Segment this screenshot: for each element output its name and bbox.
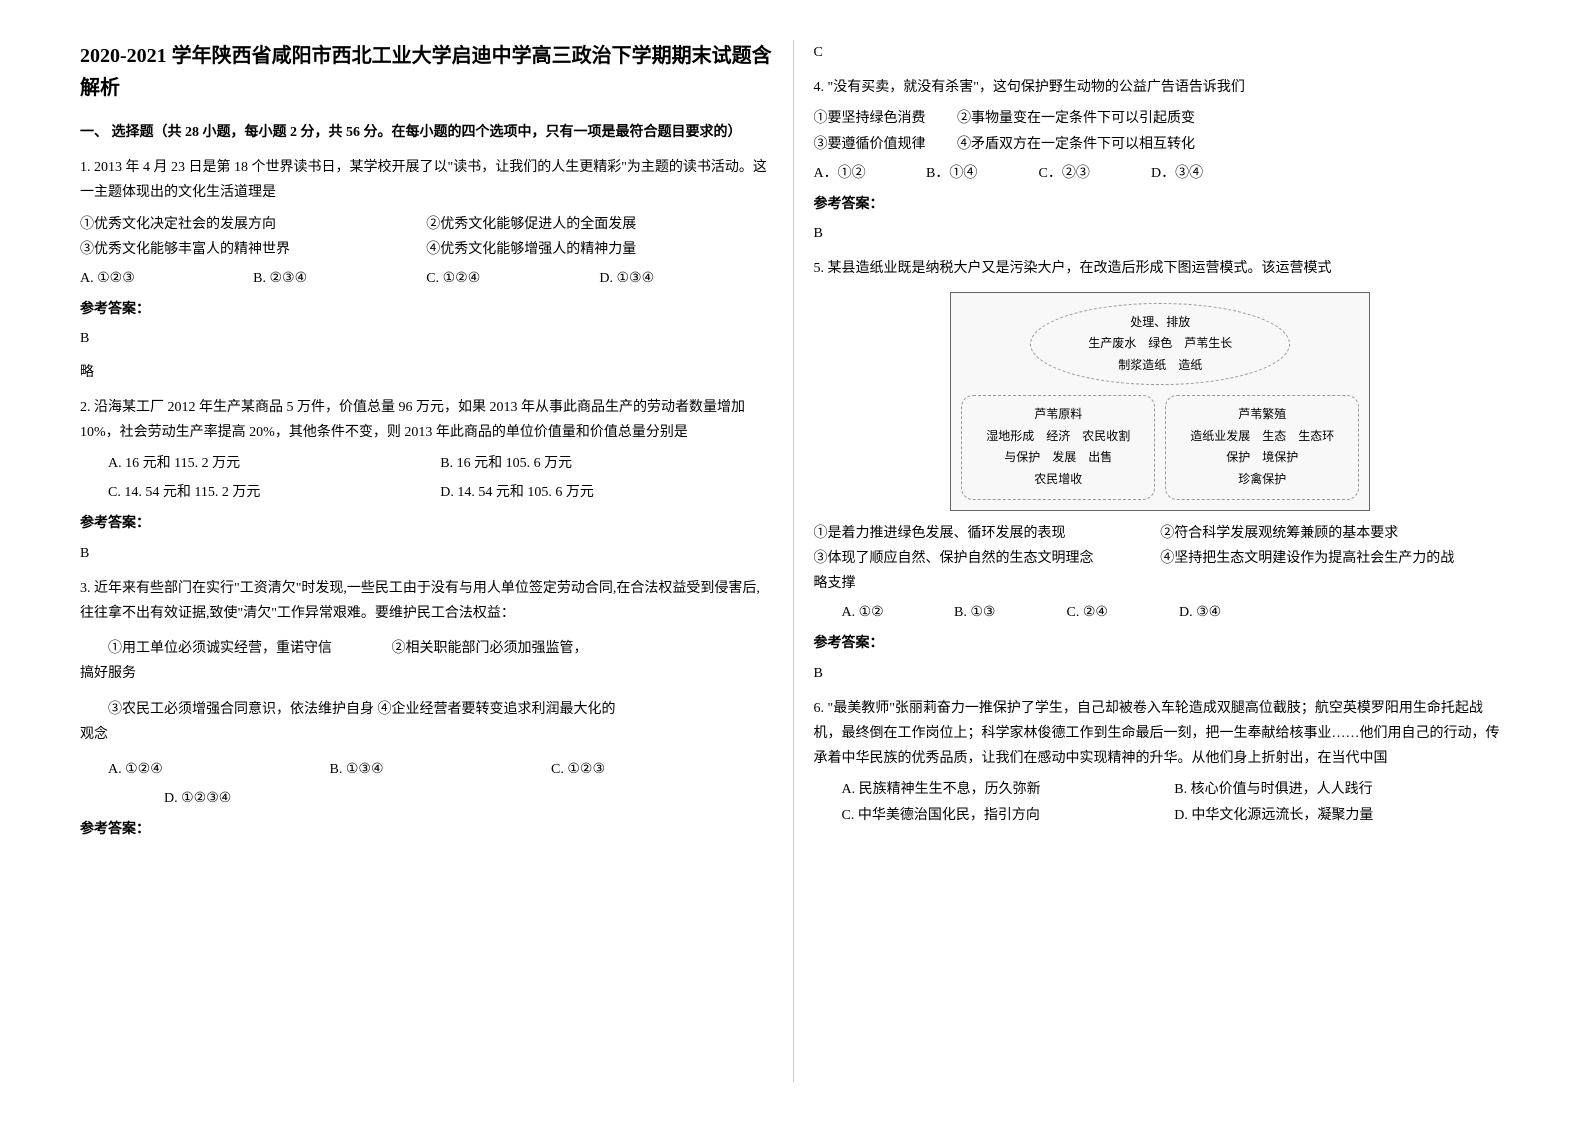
diag-r3: 保护 境保护 (1174, 447, 1350, 469)
question-1: 1. 2013 年 4 月 23 日是第 18 个世界读书日，某学校开展了以"读… (80, 155, 773, 385)
q2-optD: D. 14. 54 元和 105. 6 万元 (440, 480, 772, 505)
q3-answer-label: 参考答案： (80, 817, 773, 842)
q1-optB: B. ②③④ (253, 266, 426, 291)
q1-answer-label: 参考答案： (80, 297, 773, 322)
question-5: 5. 某县造纸业既是纳税大户又是污染大户，在改造后形成下图运营模式。该运营模式 … (814, 256, 1508, 685)
diag-l2: 湿地形成 经济 农民收割 (970, 426, 1146, 448)
q5-diagram: 处理、排放 生产废水 绿色 芦苇生长 制浆造纸 造纸 芦苇原料 湿地形成 经济 … (950, 292, 1370, 511)
q4-optA: A．①② (814, 161, 927, 186)
diag-top-l3: 制浆造纸 造纸 (1039, 355, 1281, 377)
diag-l3: 与保护 发展 出售 (970, 447, 1146, 469)
q2-answer: B (80, 541, 773, 566)
q1-optA: A. ①②③ (80, 266, 253, 291)
q5-stmt3: ③体现了顺应自然、保护自然的生态文明理念 (814, 546, 1161, 571)
q3-optC: C. ①②③ (551, 757, 773, 782)
q1-optC: C. ①②④ (426, 266, 599, 291)
question-4: 4. "没有买卖，就没有杀害"，这句保护野生动物的公益广告语告诉我们 ①要坚持绿… (814, 75, 1508, 246)
q3-stmt1: ①用工单位必须诚实经营，重诺守信 (108, 641, 332, 656)
q2-optC: C. 14. 54 元和 115. 2 万元 (108, 480, 440, 505)
q6-text: 6. "最美教师"张丽莉奋力一推保护了学生，自己却被卷入车轮造成双腿高位截肢；航… (814, 696, 1508, 772)
question-2: 2. 沿海某工厂 2012 年生产某商品 5 万件，价值总量 96 万元，如果 … (80, 395, 773, 566)
q5-answer-label: 参考答案： (814, 631, 1508, 656)
q5-text: 5. 某县造纸业既是纳税大户又是污染大户，在改造后形成下图运营模式。该运营模式 (814, 256, 1508, 281)
q4-text: 4. "没有买卖，就没有杀害"，这句保护野生动物的公益广告语告诉我们 (814, 75, 1508, 100)
diag-l4: 农民增收 (970, 469, 1146, 491)
q4-optD: D．③④ (1151, 161, 1264, 186)
q1-stmt4: ④优秀文化能够增强人的精神力量 (426, 237, 772, 262)
q6-optB: B. 核心价值与时俱进，人人践行 (1174, 777, 1507, 802)
q3-text: 3. 近年来有些部门在实行"工资清欠"时发现,一些民工由于没有与用人单位签定劳动… (80, 576, 773, 626)
q4-optC: C．②③ (1039, 161, 1152, 186)
diagram-left-bubble: 芦苇原料 湿地形成 经济 农民收割 与保护 发展 出售 农民增收 (961, 395, 1155, 499)
q5-stmt1: ①是着力推进绿色发展、循环发展的表现 (814, 521, 1161, 546)
q5-optC: C. ②④ (1067, 600, 1180, 625)
question-6: 6. "最美教师"张丽莉奋力一推保护了学生，自己却被卷入车轮造成双腿高位截肢；航… (814, 696, 1508, 828)
q2-optB: B. 16 元和 105. 6 万元 (440, 451, 772, 476)
q3-stmt2a: ②相关职能部门必须加强监管， (392, 641, 588, 656)
q5-stmt4b: 略支撑 (814, 571, 1508, 596)
q4-stmt4: ④矛盾双方在一定条件下可以相互转化 (957, 137, 1195, 152)
section-header: 一、 选择题（共 28 小题，每小题 2 分，共 56 分。在每小题的四个选项中… (80, 120, 773, 145)
q4-stmt1: ①要坚持绿色消费 (814, 111, 926, 126)
q4-optB: B．①④ (926, 161, 1039, 186)
diag-top-l1: 处理、排放 (1039, 312, 1281, 334)
q6-optA: A. 民族精神生生不息，历久弥新 (842, 777, 1175, 802)
diag-r2: 造纸业发展 生态 生态环 (1174, 426, 1350, 448)
q5-stmt4: ④坚持把生态文明建设作为提高社会生产力的战 (1160, 546, 1507, 571)
q5-optA: A. ①② (842, 600, 955, 625)
q3-optA: A. ①②④ (108, 757, 330, 782)
q2-text: 2. 沿海某工厂 2012 年生产某商品 5 万件，价值总量 96 万元，如果 … (80, 395, 773, 445)
q1-stmt3: ③优秀文化能够丰富人的精神世界 (80, 237, 426, 262)
diagram-right-bubble: 芦苇繁殖 造纸业发展 生态 生态环 保护 境保护 珍禽保护 (1165, 395, 1359, 499)
page-title: 2020-2021 学年陕西省咸阳市西北工业大学启迪中学高三政治下学期期末试题含… (80, 40, 773, 104)
q5-stmt2: ②符合科学发展观统筹兼顾的基本要求 (1160, 521, 1507, 546)
diag-r1: 芦苇繁殖 (1174, 404, 1350, 426)
q6-optD: D. 中华文化源远流长，凝聚力量 (1174, 803, 1507, 828)
q3-answer: C (814, 40, 1508, 65)
diag-top-l2: 生产废水 绿色 芦苇生长 (1039, 333, 1281, 355)
q1-note: 略 (80, 360, 773, 385)
question-3: 3. 近年来有些部门在实行"工资清欠"时发现,一些民工由于没有与用人单位签定劳动… (80, 576, 773, 843)
q3-optB: B. ①③④ (330, 757, 552, 782)
q3-stmt34: ③农民工必须增强合同意识，依法维护自身 ④企业经营者要转变追求利润最大化的 (108, 702, 616, 717)
q3-optD: D. ①②③④ (164, 786, 773, 811)
q1-stmt2: ②优秀文化能够促进人的全面发展 (426, 212, 772, 237)
q1-text: 1. 2013 年 4 月 23 日是第 18 个世界读书日，某学校开展了以"读… (80, 155, 773, 205)
q4-answer: B (814, 221, 1508, 246)
q1-answer: B (80, 326, 773, 351)
q4-answer-label: 参考答案： (814, 192, 1508, 217)
q1-optD: D. ①③④ (599, 266, 772, 291)
q3-stmt2b: 搞好服务 (80, 661, 773, 686)
q3-stmt4b: 观念 (80, 722, 773, 747)
diagram-top-bubble: 处理、排放 生产废水 绿色 芦苇生长 制浆造纸 造纸 (1030, 303, 1290, 386)
q4-stmt3: ③要遵循价值规律 (814, 137, 926, 152)
q5-answer: B (814, 661, 1508, 686)
q2-optA: A. 16 元和 115. 2 万元 (108, 451, 440, 476)
q2-answer-label: 参考答案： (80, 511, 773, 536)
q5-optB: B. ①③ (954, 600, 1067, 625)
q6-optC: C. 中华美德治国化民，指引方向 (842, 803, 1175, 828)
diag-l1: 芦苇原料 (970, 404, 1146, 426)
q1-stmt1: ①优秀文化决定社会的发展方向 (80, 212, 426, 237)
q4-stmt2: ②事物量变在一定条件下可以引起质变 (957, 111, 1195, 126)
q5-optD: D. ③④ (1179, 600, 1292, 625)
diag-r4: 珍禽保护 (1174, 469, 1350, 491)
